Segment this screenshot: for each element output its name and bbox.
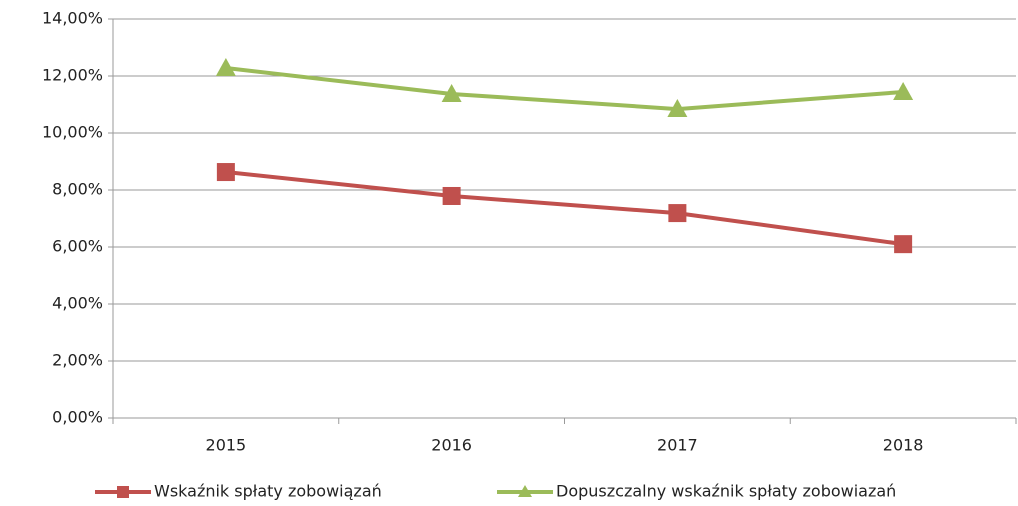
y-tick-label: 14,00% <box>42 9 103 28</box>
x-tick-label: 2018 <box>883 436 924 455</box>
x-tick-label: 2015 <box>206 436 247 455</box>
y-tick-label: 0,00% <box>52 408 103 427</box>
marker <box>442 186 461 205</box>
series-line <box>225 170 904 247</box>
marker <box>518 485 532 497</box>
marker <box>894 235 913 254</box>
y-tick-label: 2,00% <box>52 351 103 370</box>
marker <box>441 83 462 102</box>
x-tick-label: 2016 <box>431 436 472 455</box>
marker <box>215 58 236 77</box>
y-tick-label: 8,00% <box>52 180 103 199</box>
marker <box>667 99 688 118</box>
y-tick-label: 4,00% <box>52 294 103 313</box>
series-line <box>225 66 904 112</box>
marker <box>668 204 687 223</box>
legend-label: Dopuszczalny wskaźnik spłaty zobowiazań <box>556 482 896 501</box>
marker <box>893 81 914 100</box>
x-tick-label: 2017 <box>657 436 698 455</box>
y-tick-label: 10,00% <box>42 123 103 142</box>
marker <box>216 163 235 182</box>
y-tick-label: 6,00% <box>52 237 103 256</box>
marker <box>117 486 129 498</box>
legend-label: Wskaźnik spłaty zobowiązań <box>154 482 382 501</box>
y-tick-label: 12,00% <box>42 66 103 85</box>
